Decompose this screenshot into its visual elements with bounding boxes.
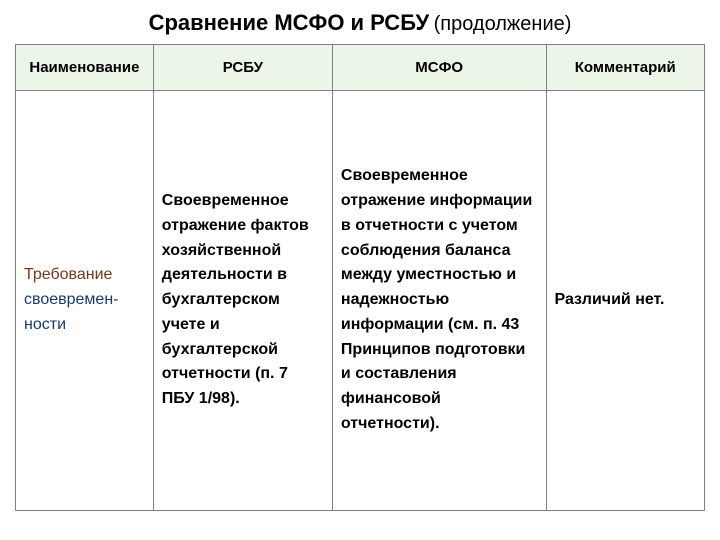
- page-title: Сравнение МСФО и РСБУ: [149, 10, 430, 35]
- name-line3: ности: [24, 316, 66, 333]
- col-header-msfo: МСФО: [332, 45, 546, 91]
- cell-comment: Различий нет.: [546, 91, 705, 511]
- table-header-row: Наименование РСБУ МСФО Комментарий: [16, 45, 705, 91]
- col-header-name: Наименование: [16, 45, 154, 91]
- cell-name: Требование своевремен- ности: [16, 91, 154, 511]
- comparison-table: Наименование РСБУ МСФО Комментарий Требо…: [15, 44, 705, 511]
- name-line2: своевремен-: [24, 291, 118, 308]
- name-line1: Требование: [24, 266, 112, 283]
- page-title-suffix: (продолжение): [434, 13, 572, 35]
- col-header-comment: Комментарий: [546, 45, 705, 91]
- table-row: Требование своевремен- ности Своевременн…: [16, 91, 705, 511]
- col-header-rsbu: РСБУ: [153, 45, 332, 91]
- cell-rsbu: Своевременное отражение фактов хозяйстве…: [153, 91, 332, 511]
- cell-msfo: Своевременное отражение информации в отч…: [332, 91, 546, 511]
- page-title-wrap: Сравнение МСФО и РСБУ (продолжение): [15, 10, 705, 36]
